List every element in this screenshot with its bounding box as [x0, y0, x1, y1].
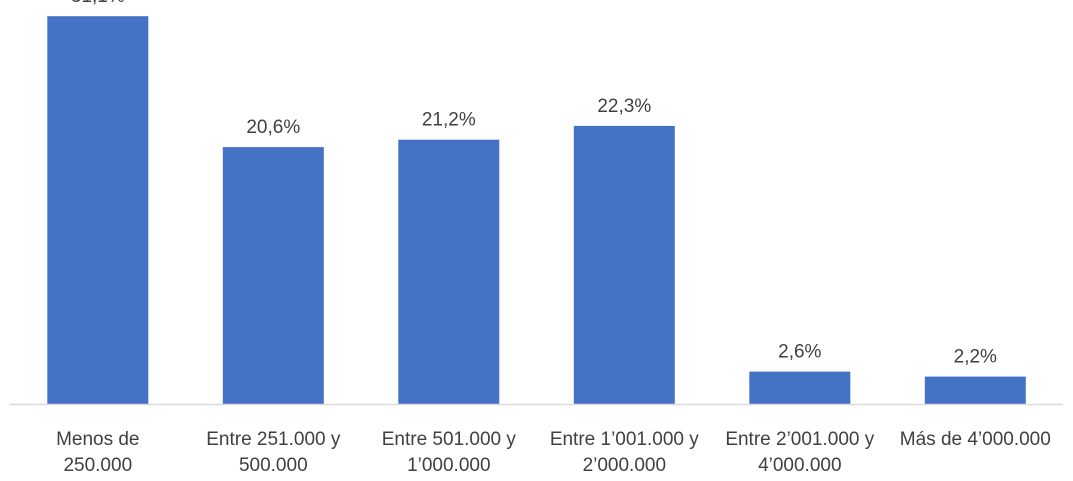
bar-5: [749, 371, 851, 404]
category-label-1-line-2: 250.000: [63, 455, 132, 476]
bar-4: [573, 125, 675, 405]
bar-6: [924, 376, 1026, 404]
category-labels-group: Menos de 250.000 Entre 251.000 y 500.000 Ent…: [56, 429, 1051, 476]
data-label-6: 2,2%: [954, 347, 997, 368]
data-label-5: 2,6%: [778, 342, 821, 363]
bar-3: [398, 139, 500, 404]
category-label-5-line-2: 4’000.000: [758, 455, 841, 476]
data-label-4: 22,3%: [597, 96, 651, 117]
category-label-5-line-1: Entre 2’001.000 y: [725, 429, 874, 450]
data-labels-group: 31,1% 20,6% 21,2% 22,3% 2,6% 2,2%: [71, 0, 997, 368]
category-label-3-line-2: 1’000.000: [407, 455, 490, 476]
data-label-3: 21,2%: [422, 110, 476, 131]
bar-1: [47, 16, 149, 404]
category-label-3-line-1: Entre 501.000 y: [382, 429, 517, 450]
category-label-2-line-1: Entre 251.000 y: [206, 429, 341, 450]
data-label-1: 31,1%: [71, 0, 125, 7]
bars-group: [47, 16, 1026, 405]
category-label-4-line-1: Entre 1’001.000 y: [550, 429, 699, 450]
category-label-6-line-1: Más de 4’000.000: [900, 429, 1051, 450]
bar-2: [222, 147, 324, 404]
data-label-2: 20,6%: [246, 117, 300, 138]
category-label-1-line-1: Menos de: [56, 429, 139, 450]
category-label-4-line-2: 2’000.000: [583, 455, 666, 476]
category-label-2-line-2: 500.000: [239, 455, 308, 476]
